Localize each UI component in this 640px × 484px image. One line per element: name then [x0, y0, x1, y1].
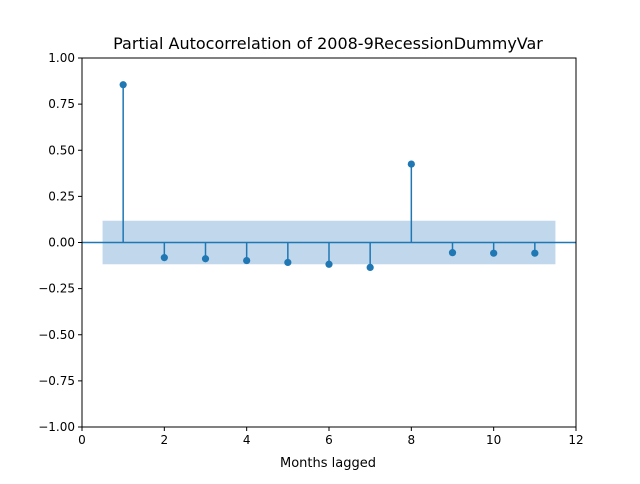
y-tick-label: −1.00 [38, 420, 75, 434]
x-tick-label: 6 [325, 433, 333, 447]
x-tick-label: 10 [486, 433, 501, 447]
x-tick-label: 0 [78, 433, 86, 447]
data-point-3 [201, 255, 210, 263]
x-tick-label: 8 [408, 433, 416, 447]
data-point-1 [119, 81, 127, 89]
x-tick-label: 4 [243, 433, 251, 447]
data-point-6 [325, 260, 333, 268]
y-tick-label: 0.25 [48, 189, 75, 203]
data-point-7 [366, 263, 374, 272]
x-tick-label: 2 [161, 433, 169, 447]
data-point-2 [160, 254, 168, 262]
x-tick-label: 12 [568, 433, 583, 447]
data-point-10 [490, 249, 498, 257]
data-point-8 [407, 160, 415, 168]
y-tick-label: −0.25 [38, 282, 75, 296]
y-tick-label: 0.50 [48, 143, 75, 157]
data-point-9 [448, 249, 457, 257]
y-tick-label: 0.00 [48, 236, 75, 250]
data-point-5 [284, 258, 292, 267]
y-tick-label: −0.50 [38, 328, 75, 342]
chart-title: Partial Autocorrelation of 2008-9Recessi… [113, 34, 543, 53]
y-tick-label: 0.75 [48, 97, 75, 111]
y-tick-label: −0.75 [38, 374, 75, 388]
data-point-4 [243, 256, 251, 265]
x-axis-label: Months lagged [280, 456, 376, 471]
data-point-11 [531, 249, 539, 257]
y-tick-label: 1.00 [48, 51, 75, 65]
